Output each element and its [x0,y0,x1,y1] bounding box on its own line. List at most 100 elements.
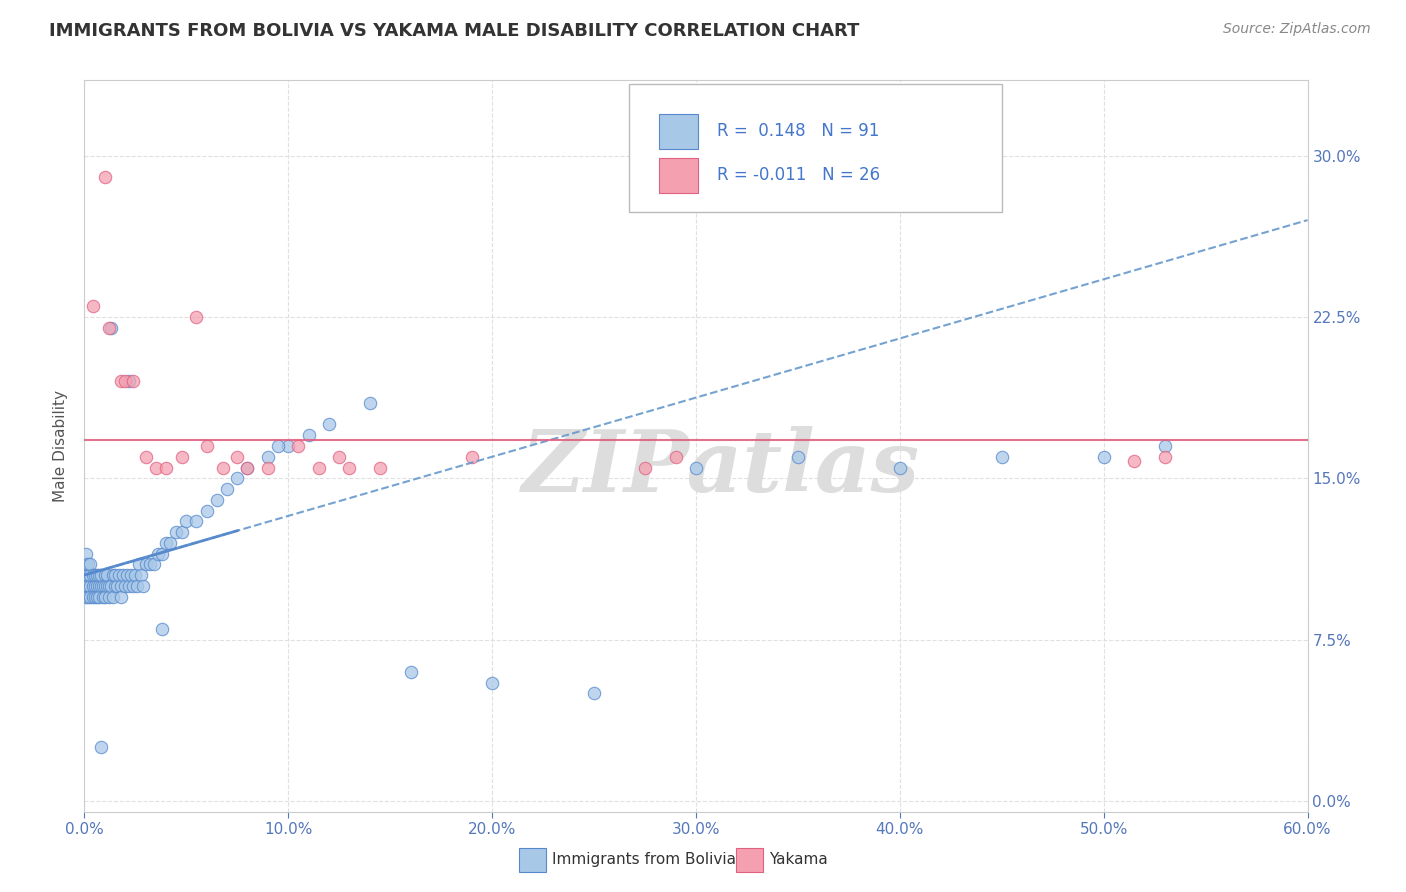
Point [87,590,110,604]
Point [83,579,105,593]
Point [205,492,228,507]
Point [399,665,422,679]
Point [226,471,249,485]
Point [135,558,157,572]
Point [110,590,132,604]
Point [122,375,145,389]
Point [146,547,169,561]
Text: R = -0.011   N = 26: R = -0.011 N = 26 [717,167,880,185]
Point [131,568,153,582]
Point [257,460,280,475]
Point [93,579,115,593]
Point [82,568,104,582]
Point [104,579,127,593]
Point [138,558,160,572]
Point [339,460,361,475]
Point [97,579,120,593]
Point [114,375,136,389]
Point [685,460,707,475]
Text: Yakama: Yakama [769,852,828,867]
Text: Immigrants from Bolivia: Immigrants from Bolivia [551,852,735,867]
Point [104,568,127,582]
Point [100,579,122,593]
Point [277,439,299,453]
Point [212,460,235,475]
Point [115,568,138,582]
Point [75,568,97,582]
Point [90,568,112,582]
Point [100,320,122,334]
Point [1123,454,1146,468]
FancyBboxPatch shape [628,84,1002,212]
Text: R =  0.148   N = 91: R = 0.148 N = 91 [717,122,879,140]
Point [583,686,606,700]
Point [127,579,149,593]
Point [328,450,350,464]
Point [93,568,115,582]
Point [75,558,97,572]
Text: IMMIGRANTS FROM BOLIVIA VS YAKAMA MALE DISABILITY CORRELATION CHART: IMMIGRANTS FROM BOLIVIA VS YAKAMA MALE D… [49,22,859,40]
Point [150,547,173,561]
Point [1154,439,1177,453]
Point [195,503,218,517]
Point [287,439,309,453]
Point [1092,450,1115,464]
Point [101,590,124,604]
Point [101,568,124,582]
Point [90,740,112,755]
Point [461,450,484,464]
Point [97,320,120,334]
Point [165,524,187,539]
Point [236,460,259,475]
Point [1154,450,1177,464]
Point [217,482,239,496]
Point [155,536,177,550]
Point [77,579,100,593]
Point [172,450,194,464]
FancyBboxPatch shape [659,158,699,193]
Point [236,460,259,475]
Point [298,428,321,442]
Point [93,170,115,185]
Point [150,622,173,636]
Point [90,579,112,593]
Point [114,579,136,593]
Point [318,417,340,432]
Point [79,579,101,593]
Text: ZIPatlas: ZIPatlas [522,426,920,509]
Point [108,568,131,582]
Point [195,439,218,453]
Point [112,568,135,582]
Point [82,579,104,593]
Point [79,590,101,604]
Point [145,460,167,475]
Point [226,450,249,464]
Point [991,450,1014,464]
Point [368,460,391,475]
Point [83,568,105,582]
Point [155,460,177,475]
Point [75,590,97,604]
Point [267,439,290,453]
Text: Source: ZipAtlas.com: Source: ZipAtlas.com [1223,22,1371,37]
Point [87,579,110,593]
Point [79,568,101,582]
FancyBboxPatch shape [737,848,763,872]
Point [128,558,150,572]
Point [86,568,108,582]
Point [481,675,503,690]
Point [665,450,688,464]
Point [87,568,110,582]
Point [97,590,120,604]
Point [186,514,208,528]
Point [96,568,118,582]
Point [142,558,165,572]
Point [82,590,104,604]
Point [79,558,101,572]
Point [308,460,330,475]
Point [172,524,194,539]
Point [105,579,128,593]
Point [787,450,810,464]
Point [120,568,142,582]
Point [77,558,100,572]
